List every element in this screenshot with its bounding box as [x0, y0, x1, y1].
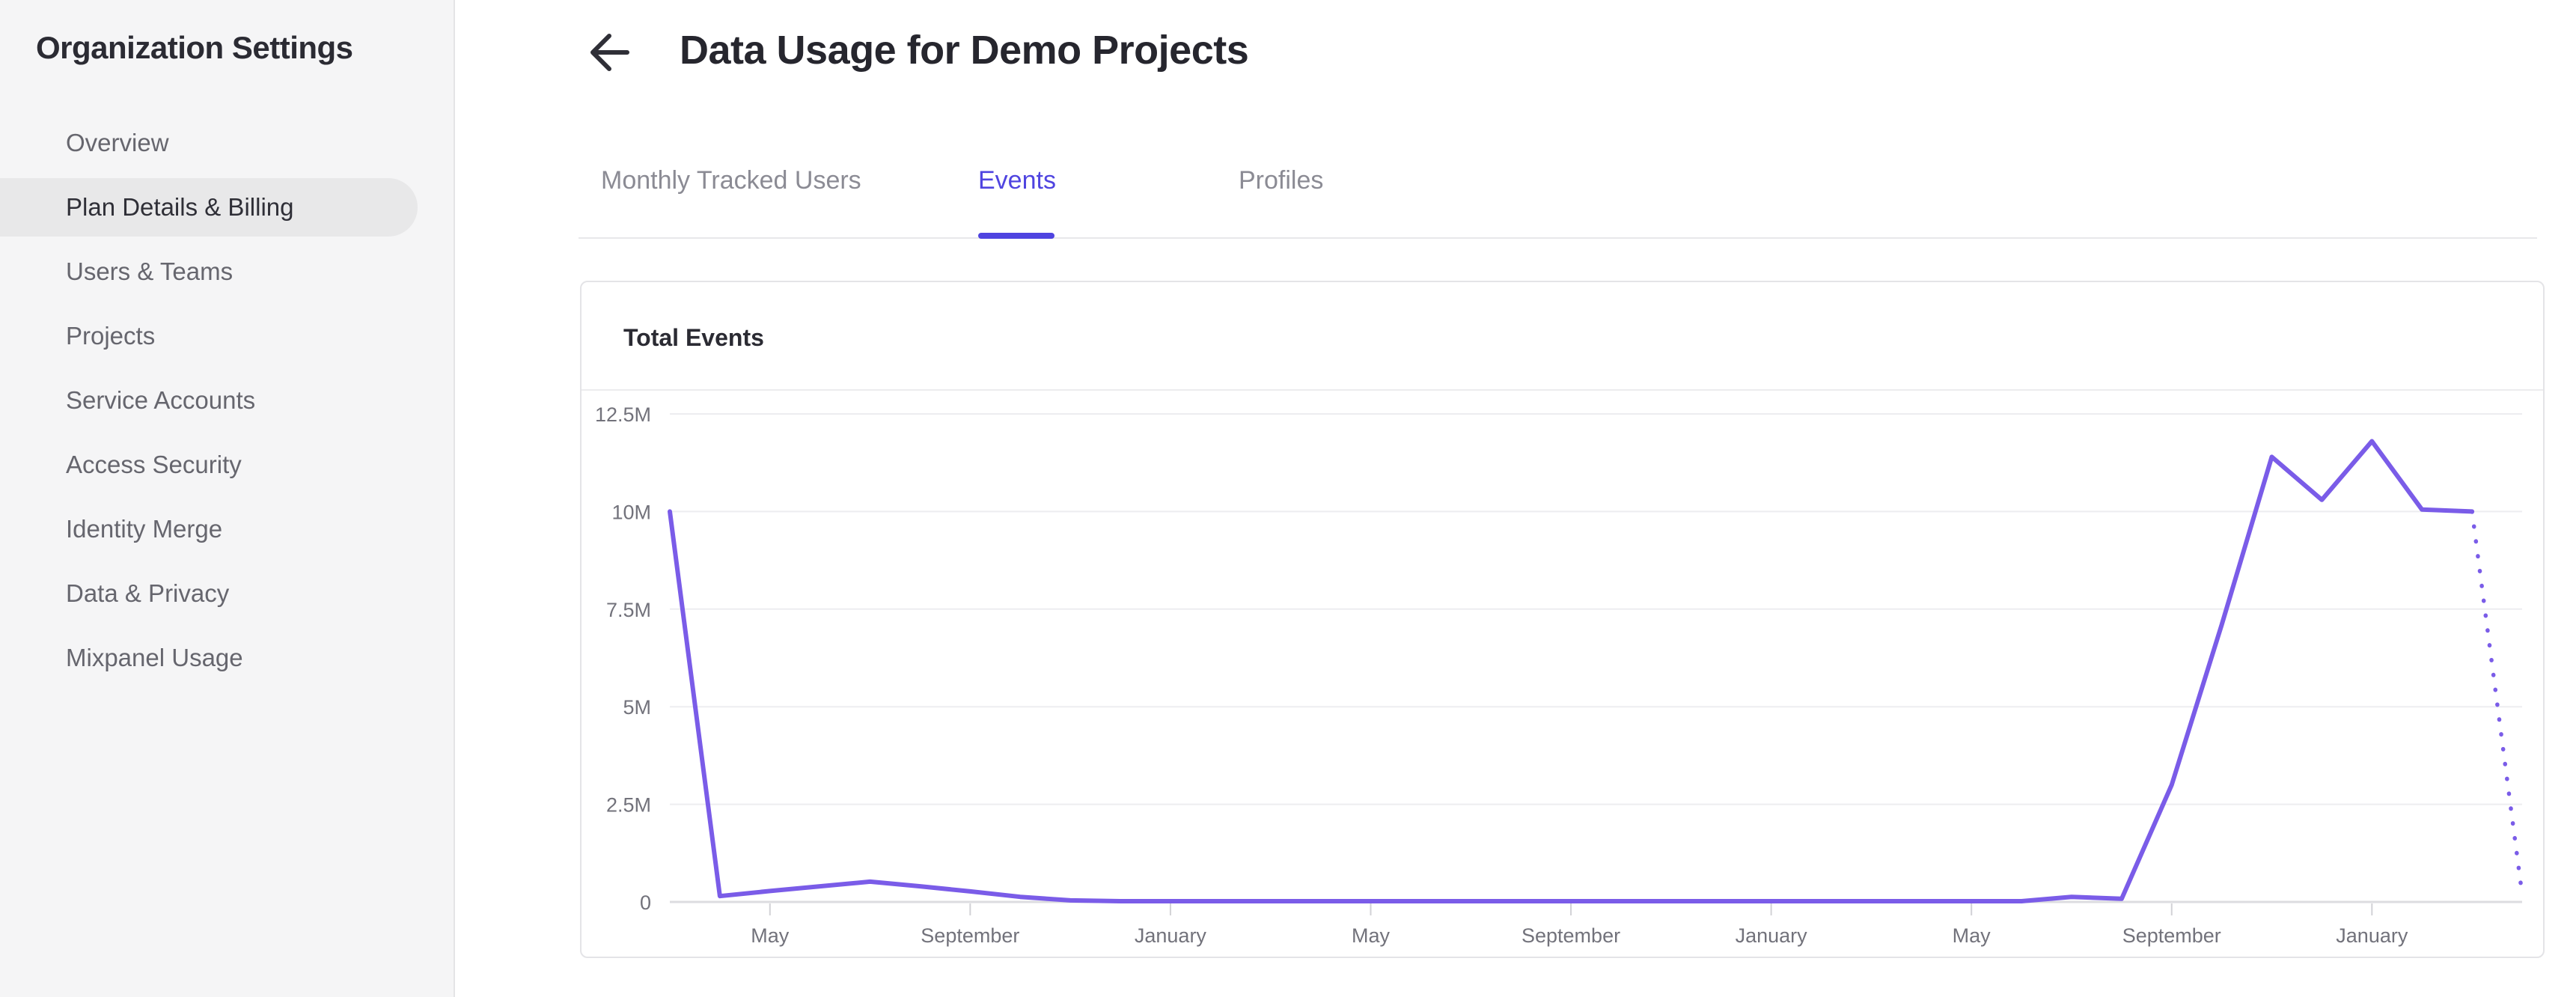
sidebar-item-mixpanel-usage[interactable]: Mixpanel Usage — [0, 629, 418, 687]
chart-canvas[interactable]: 0 2.5M 5M 7.5M 10M 12.5M May September January Ma… — [582, 391, 2543, 958]
sidebar-item-service-accounts[interactable]: Service Accounts — [0, 371, 418, 430]
back-button[interactable] — [585, 30, 633, 75]
y-axis-labels: 0 2.5M 5M 7.5M 10M 12.5M — [595, 403, 651, 914]
arrow-left-icon — [585, 34, 633, 77]
sidebar-item-label: Plan Details & Billing — [66, 193, 294, 221]
sidebar-item-users-teams[interactable]: Users & Teams — [0, 243, 418, 301]
active-tab-underline — [978, 233, 1054, 239]
sidebar-item-label: Overview — [66, 129, 169, 156]
tab-monthly-tracked-users[interactable]: Monthly Tracked Users — [601, 166, 861, 195]
x-tick-label: May — [1352, 924, 1391, 947]
sidebar-nav: Overview Plan Details & Billing Users & … — [0, 114, 455, 693]
x-tick-label: September — [2122, 924, 2221, 947]
y-tick-label: 7.5M — [606, 599, 651, 621]
sidebar-item-label: Access Security — [66, 451, 242, 478]
y-tick-label: 2.5M — [606, 794, 651, 817]
x-tick-label: January — [1135, 924, 1207, 947]
sidebar-item-identity-merge[interactable]: Identity Merge — [0, 500, 418, 558]
sidebar-item-data-privacy[interactable]: Data & Privacy — [0, 564, 418, 623]
x-axis-ticks — [769, 903, 2373, 915]
sidebar-item-plan-details-billing[interactable]: Plan Details & Billing — [0, 178, 418, 237]
tabs-divider — [579, 237, 2537, 239]
tab-profiles[interactable]: Profiles — [1239, 166, 1324, 195]
sidebar-item-label: Service Accounts — [66, 386, 256, 414]
x-tick-label: May — [751, 924, 790, 947]
y-tick-label: 0 — [640, 891, 651, 914]
x-tick-label: January — [1736, 924, 1808, 947]
chart-title: Total Events — [623, 324, 764, 351]
x-axis-labels: May September January May September January Ma… — [751, 924, 2408, 947]
events-line-solid — [668, 439, 2475, 903]
sidebar-item-projects[interactable]: Projects — [0, 307, 418, 365]
card-divider — [582, 389, 2543, 391]
page-title: Data Usage for Demo Projects — [680, 28, 1249, 73]
x-tick-label: September — [1522, 924, 1620, 947]
y-tick-label: 5M — [623, 696, 651, 719]
sidebar-item-overview[interactable]: Overview — [0, 114, 418, 172]
x-tick-label: September — [921, 924, 1019, 947]
y-gridlines — [670, 413, 2522, 903]
sidebar-item-access-security[interactable]: Access Security — [0, 436, 418, 494]
tab-events[interactable]: Events — [978, 166, 1056, 195]
events-line-projected — [2470, 509, 2524, 897]
sidebar-item-label: Projects — [66, 322, 156, 350]
sidebar-title: Organization Settings — [36, 30, 353, 65]
x-tick-label: May — [1953, 924, 1991, 947]
y-tick-label: 10M — [611, 501, 651, 523]
organization-settings-sidebar: Organization Settings Overview Plan Deta… — [0, 0, 455, 997]
sidebar-item-label: Users & Teams — [66, 257, 234, 285]
total-events-card: Total Events 0 2.5M 5M 7.5M 10M 12.5M May Septe… — [580, 281, 2545, 958]
y-tick-label: 12.5M — [595, 403, 651, 426]
sidebar-item-label: Data & Privacy — [66, 579, 230, 607]
x-tick-label: January — [2336, 924, 2408, 947]
sidebar-item-label: Mixpanel Usage — [66, 644, 243, 671]
sidebar-item-label: Identity Merge — [66, 515, 223, 543]
